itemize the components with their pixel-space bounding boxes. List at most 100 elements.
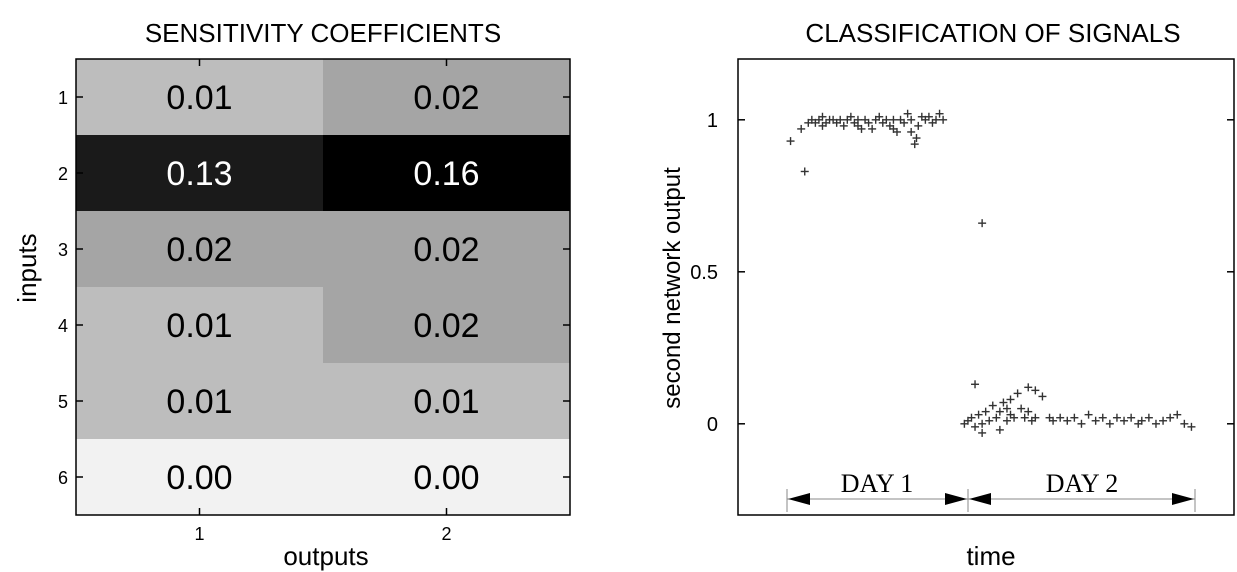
heatmap-cell	[323, 59, 571, 136]
scatter-point	[1091, 416, 1100, 425]
scatter-point	[910, 140, 919, 149]
heatmap-ylabel: inputs	[12, 233, 42, 302]
scatter-point	[1017, 404, 1026, 413]
scatter-point	[985, 416, 994, 425]
scatter-point	[912, 134, 921, 143]
heatmap-cells: 0.01 0.02 0.13 0.16 0.02 0.02 0.01 0.02 0.01 0.01…	[76, 59, 571, 516]
scatter-point	[800, 167, 809, 176]
scatter-frame	[737, 58, 1235, 516]
scatter-ytick-label: 1	[707, 110, 718, 132]
scatter-point	[1024, 383, 1033, 392]
scatter-point	[907, 115, 916, 124]
heatmap-frame	[75, 58, 571, 516]
scatter-point	[1049, 416, 1058, 425]
heatmap-cell-label: 0.02	[413, 307, 479, 345]
scatter-point	[995, 407, 1004, 416]
heatmap-cell	[323, 363, 571, 440]
scatter-point	[1084, 410, 1093, 419]
heatmap-xlabel: outputs	[283, 541, 368, 571]
scatter-point	[1180, 419, 1189, 428]
scatter-point	[900, 118, 909, 127]
day1-label: DAY 1	[841, 469, 913, 498]
scatter-point	[836, 115, 845, 124]
day1-right-arrowhead	[945, 493, 967, 505]
heatmap-cell-label: 0.02	[413, 79, 479, 117]
heatmap-cell-label: 0.02	[413, 231, 479, 269]
heatmap-ytick-label: 5	[58, 392, 68, 412]
heatmap-cell-label: 0.01	[166, 79, 232, 117]
scatter-point	[1031, 413, 1040, 422]
heatmap-panel: SENSITIVITY COEFFICIENTS 0.01 0.02 0.13 0.1…	[12, 18, 571, 571]
scatter-point	[1063, 416, 1072, 425]
scatter-point	[967, 413, 976, 422]
scatter-point	[1173, 410, 1182, 419]
scatter-point	[924, 112, 933, 121]
scatter-ylabel: second network output	[659, 167, 686, 409]
scatter-point	[907, 127, 916, 136]
day1-left-arrowhead	[788, 493, 810, 505]
scatter-point	[818, 112, 827, 121]
scatter-point	[1166, 413, 1175, 422]
heatmap-cell-label: 0.01	[166, 383, 232, 421]
scatter-point	[1031, 386, 1040, 395]
heatmap-title: SENSITIVITY COEFFICIENTS	[145, 18, 501, 48]
heatmap-xtick-label: 2	[441, 524, 451, 544]
heatmap-ytick-label: 1	[58, 88, 68, 108]
scatter-point	[1010, 413, 1019, 422]
scatter-title: CLASSIFICATION OF SIGNALS	[805, 18, 1180, 48]
scatter-point	[1070, 413, 1079, 422]
scatter-ticks: 00.51	[690, 110, 1234, 436]
scatter-point	[1038, 392, 1047, 401]
scatter-point	[1187, 422, 1196, 431]
heatmap-cell-label: 0.16	[413, 155, 479, 193]
scatter-point	[797, 124, 806, 133]
scatter-point	[818, 121, 827, 130]
heatmap-ticks: 1 2 3 4 5 6 1 2	[58, 59, 570, 544]
scatter-point	[988, 401, 997, 410]
heatmap-cell	[76, 211, 324, 288]
scatter-point	[1105, 419, 1114, 428]
heatmap-cell-label: 0.01	[166, 307, 232, 345]
scatter-point	[1077, 419, 1086, 428]
heatmap-cell	[323, 439, 571, 516]
day2-right-arrowhead	[1172, 493, 1194, 505]
heatmap-ytick-label: 2	[58, 164, 68, 184]
scatter-point	[914, 121, 923, 130]
day2-label: DAY 2	[1046, 469, 1118, 498]
heatmap-cell	[323, 135, 571, 212]
heatmap-cell	[76, 287, 324, 364]
scatter-point	[939, 115, 948, 124]
scatter-point	[868, 124, 877, 133]
scatter-point	[1024, 407, 1033, 416]
day2-left-arrowhead	[969, 493, 991, 505]
scatter-point	[1151, 419, 1160, 428]
heatmap-cell	[323, 211, 571, 288]
scatter-point	[971, 380, 980, 389]
scatter-point	[971, 422, 980, 431]
heatmap-cell-label: 0.00	[166, 459, 232, 497]
scatter-point	[999, 398, 1008, 407]
scatter-point	[978, 219, 987, 228]
scatter-point	[839, 121, 848, 130]
scatter-point	[1056, 413, 1065, 422]
heatmap-cell-label: 0.13	[166, 155, 232, 193]
scatter-point	[981, 407, 990, 416]
scatter-point	[978, 428, 987, 437]
day-annotations: DAY 1 DAY 2	[786, 469, 1196, 512]
scatter-point	[1013, 389, 1022, 398]
scatter-ytick-label: 0	[707, 414, 718, 436]
heatmap-cell-label: 0.01	[413, 383, 479, 421]
heatmap-cell-label: 0.02	[166, 231, 232, 269]
heatmap-ytick-label: 4	[58, 316, 68, 336]
scatter-point	[1127, 413, 1136, 422]
scatter-point	[889, 115, 898, 124]
scatter-point	[882, 115, 891, 124]
scatter-point	[864, 118, 873, 127]
heatmap-cell-label: 0.00	[413, 459, 479, 497]
scatter-point	[978, 419, 987, 428]
scatter-point	[846, 112, 855, 121]
scatter-point	[1159, 416, 1168, 425]
heatmap-cell	[76, 59, 324, 136]
scatter-point	[875, 112, 884, 121]
heatmap-ytick-label: 6	[58, 468, 68, 488]
